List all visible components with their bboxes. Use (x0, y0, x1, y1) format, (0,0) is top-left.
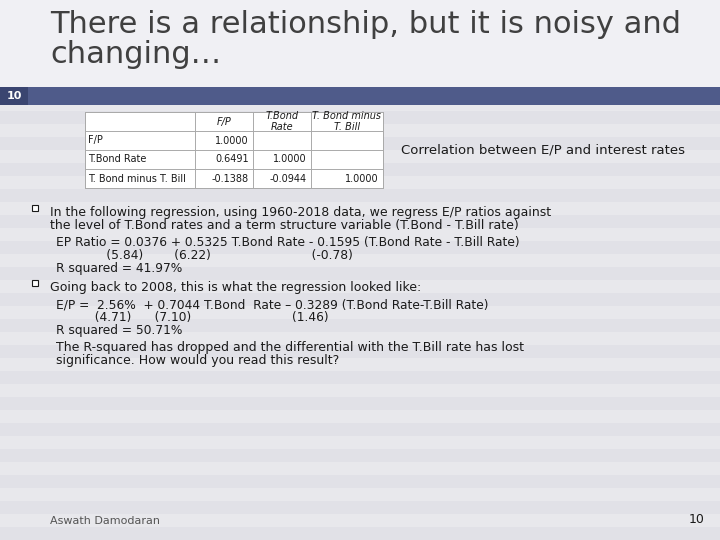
Text: Correlation between E/P and interest rates: Correlation between E/P and interest rat… (401, 144, 685, 157)
Bar (0, 163, 720, 176)
Bar (0, 241, 720, 254)
Bar (0, 111, 720, 124)
Bar (0, 293, 720, 306)
Text: R squared = 50.71%: R squared = 50.71% (56, 324, 182, 337)
Text: T. Bond minus T. Bill: T. Bond minus T. Bill (88, 173, 186, 184)
Text: E/P =  2.56%  + 0.7044 T.Bond  Rate – 0.3289 (T.Bond Rate-T.Bill Rate): E/P = 2.56% + 0.7044 T.Bond Rate – 0.328… (56, 298, 488, 311)
Text: F/P: F/P (217, 117, 231, 126)
Text: F/P: F/P (88, 136, 103, 145)
Text: Going back to 2008, this is what the regression looked like:: Going back to 2008, this is what the reg… (50, 281, 421, 294)
Bar (0, 501, 720, 514)
Bar (0, 215, 720, 228)
Text: The R-squared has dropped and the differential with the T.Bill rate has lost: The R-squared has dropped and the differ… (56, 341, 524, 354)
Bar (32, 280, 38, 286)
Text: (5.84)        (6.22)                          (-0.78): (5.84) (6.22) (-0.78) (56, 249, 353, 262)
Bar (32, 205, 38, 211)
Bar (0, 371, 720, 384)
Text: There is a relationship, but it is noisy and: There is a relationship, but it is noisy… (50, 10, 681, 39)
Text: the level of T.Bond rates and a term structure variable (T.Bond - T.Bill rate): the level of T.Bond rates and a term str… (50, 219, 518, 232)
Bar (0, 85, 720, 98)
Text: T. Bond minus
T. Bill: T. Bond minus T. Bill (312, 111, 382, 132)
Bar (0, 33, 720, 46)
Bar (0, 475, 720, 488)
Text: 1.0000: 1.0000 (274, 154, 307, 165)
Bar (0, 87, 720, 105)
Text: 10: 10 (689, 513, 705, 526)
Text: R squared = 41.97%: R squared = 41.97% (56, 262, 182, 275)
Text: 0.6491: 0.6491 (215, 154, 249, 165)
Text: In the following regression, using 1960-2018 data, we regress E/P ratios against: In the following regression, using 1960-… (50, 206, 551, 219)
Text: 1.0000: 1.0000 (215, 136, 249, 145)
Bar (0, 137, 720, 150)
Bar (0, 0, 720, 100)
Text: changing…: changing… (50, 40, 221, 69)
Text: -0.1388: -0.1388 (212, 173, 249, 184)
Bar (0, 423, 720, 436)
Bar (85, 112, 383, 188)
Bar (0, 319, 720, 332)
Text: T.Bond Rate: T.Bond Rate (88, 154, 146, 165)
Bar (0, 527, 720, 540)
Bar (0, 397, 720, 410)
Bar (0, 189, 720, 202)
Text: -0.0944: -0.0944 (270, 173, 307, 184)
Text: (4.71)      (7.10)                          (1.46): (4.71) (7.10) (1.46) (56, 311, 328, 324)
Bar (0, 267, 720, 280)
Bar (0, 59, 720, 72)
Text: significance. How would you read this result?: significance. How would you read this re… (56, 354, 339, 367)
Bar (0, 449, 720, 462)
Text: 10: 10 (6, 91, 22, 101)
Text: Aswath Damodaran: Aswath Damodaran (50, 516, 160, 526)
Bar (0, 345, 720, 358)
Text: 1.0000: 1.0000 (346, 173, 379, 184)
Text: EP Ratio = 0.0376 + 0.5325 T.Bond Rate - 0.1595 (T.Bond Rate - T.Bill Rate): EP Ratio = 0.0376 + 0.5325 T.Bond Rate -… (56, 236, 520, 249)
Bar (0, 7, 720, 20)
Text: T.Bond
Rate: T.Bond Rate (266, 111, 299, 132)
Bar (0, 87, 28, 105)
